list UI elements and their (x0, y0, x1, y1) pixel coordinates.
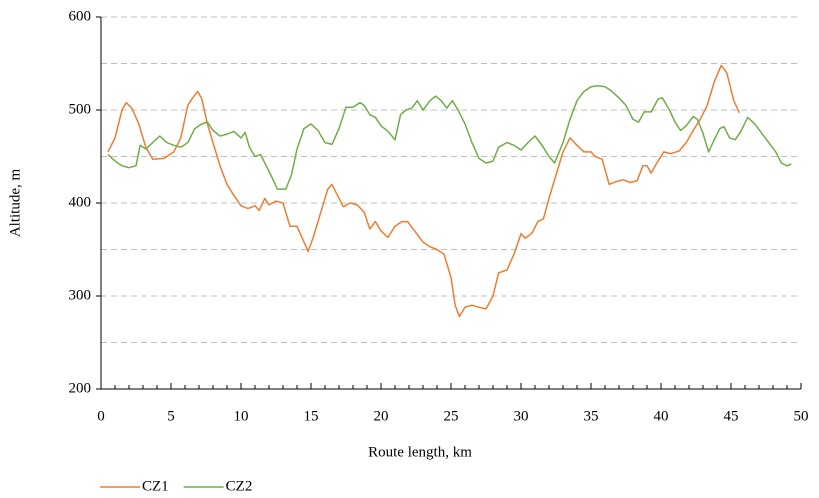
x-tick-label: 20 (374, 408, 389, 424)
y-tick-label: 400 (69, 194, 92, 210)
x-tick-label: 40 (654, 408, 669, 424)
y-tick-label: 600 (69, 8, 92, 24)
x-tick-label: 45 (724, 408, 739, 424)
y-tick-label: 300 (69, 287, 92, 303)
legend-label: CZ1 (142, 478, 169, 494)
y-tick-label: 500 (69, 101, 92, 117)
x-tick-label: 5 (167, 408, 175, 424)
x-tick-label: 10 (234, 408, 249, 424)
x-tick-label: 15 (304, 408, 319, 424)
x-axis-label: Route length, km (368, 444, 472, 460)
series-line (107, 85, 792, 190)
y-axis-label: Altitude, m (7, 169, 23, 238)
x-tick-label: 50 (794, 408, 809, 424)
x-tick-label: 30 (514, 408, 529, 424)
x-tick-label: 25 (444, 408, 459, 424)
x-tick-label: 0 (97, 408, 105, 424)
x-tick-label: 35 (584, 408, 599, 424)
y-tick-label: 200 (69, 380, 92, 396)
legend-label: CZ2 (226, 478, 253, 494)
series-line (107, 64, 741, 318)
